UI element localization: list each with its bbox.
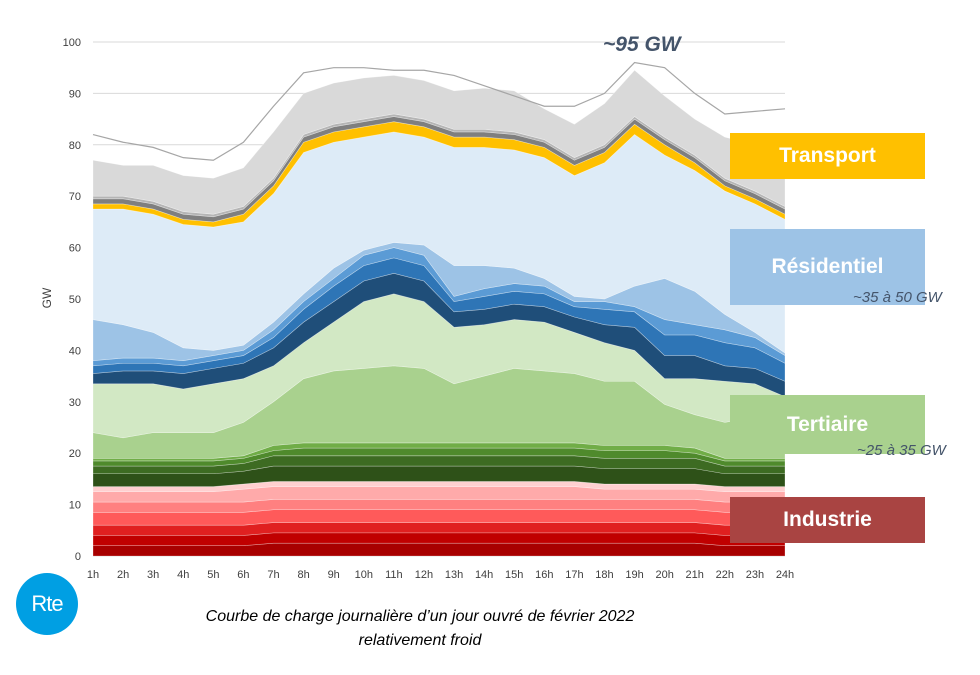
rte-logo: Rte <box>16 573 78 635</box>
total-load-line <box>92 61 786 161</box>
chart-caption-line1: Courbe de charge journalière d’un jour o… <box>205 608 635 625</box>
stacked-areas <box>92 69 786 557</box>
x-tick-label: 9h <box>328 569 340 581</box>
tertiaire-range-note: ~25 à 35 GW <box>857 442 946 459</box>
legend-transport: Transport <box>730 133 925 179</box>
x-axis-ticks: 1h 2h 3h 4h 5h 6h 7h 8h 9h 10h 11h 12h 13h 14h 15h 16h 1… <box>87 569 794 581</box>
x-tick-label: 1h <box>87 569 99 581</box>
legend-residentiel: Résidentiel <box>730 229 925 305</box>
x-tick-label: 13h <box>445 569 463 581</box>
area-autres-1 <box>92 113 786 218</box>
legend-industrie: Industrie <box>730 497 925 543</box>
x-tick-label: 3h <box>147 569 159 581</box>
x-tick-label: 24h <box>776 569 794 581</box>
x-tick-label: 23h <box>746 569 764 581</box>
x-tick-label: 11h <box>385 569 403 581</box>
x-tick-label: 16h <box>535 569 553 581</box>
x-tick-label: 6h <box>237 569 249 581</box>
y-axis-ticks: 0 10 20 30 40 50 60 70 80 90 100 <box>63 37 81 563</box>
y-tick-label: 80 <box>69 140 81 152</box>
x-tick-label: 12h <box>415 569 433 581</box>
x-tick-label: 19h <box>625 569 643 581</box>
x-tick-label: 18h <box>595 569 613 581</box>
x-tick-label: 20h <box>655 569 673 581</box>
y-tick-label: 60 <box>69 243 81 255</box>
area-autres-2 <box>92 69 786 215</box>
x-tick-label: 5h <box>207 569 219 581</box>
legend-residentiel-label: Résidentiel <box>771 255 884 278</box>
area-rsidentiel-1 <box>92 257 786 382</box>
legend-industrie-label: Industrie <box>783 508 872 531</box>
x-tick-label: 8h <box>297 569 309 581</box>
x-tick-label: 2h <box>117 569 129 581</box>
x-tick-label: 17h <box>565 569 583 581</box>
x-tick-label: 14h <box>475 569 493 581</box>
x-tick-label: 15h <box>505 569 523 581</box>
x-tick-label: 7h <box>267 569 279 581</box>
area-rsidentiel-4 <box>92 131 786 354</box>
y-tick-label: 50 <box>69 294 81 306</box>
area-tertiaire-4 <box>92 365 786 459</box>
area-rsidentiel-3 <box>92 242 786 362</box>
residentiel-range-note: ~35 à 50 GW <box>853 289 942 306</box>
x-tick-label: 4h <box>177 569 189 581</box>
y-tick-label: 20 <box>69 448 81 460</box>
y-tick-label: 0 <box>75 551 81 563</box>
area-transport-0 <box>92 121 786 228</box>
y-axis-label: GW <box>40 287 54 308</box>
area-autres-0 <box>92 116 786 223</box>
y-tick-label: 90 <box>69 88 81 100</box>
x-tick-label: 10h <box>355 569 373 581</box>
chart-caption-line2: relativement froid <box>358 632 482 649</box>
total-outline <box>92 61 786 161</box>
x-tick-label: 21h <box>686 569 704 581</box>
y-tick-label: 10 <box>69 500 81 512</box>
y-tick-label: 100 <box>63 37 81 49</box>
y-tick-label: 70 <box>69 191 81 203</box>
peak-annotation: ~95 GW <box>603 33 681 56</box>
legend-tertiaire-label: Tertiaire <box>786 412 869 436</box>
legend-tertiaire: Tertiaire <box>730 395 925 454</box>
rte-logo-text: Rte <box>31 591 63 616</box>
y-tick-label: 40 <box>69 345 81 357</box>
y-tick-label: 30 <box>69 397 81 409</box>
area-rsidentiel-2 <box>92 247 786 367</box>
x-tick-label: 22h <box>716 569 734 581</box>
legend-transport-label: Transport <box>779 144 876 167</box>
